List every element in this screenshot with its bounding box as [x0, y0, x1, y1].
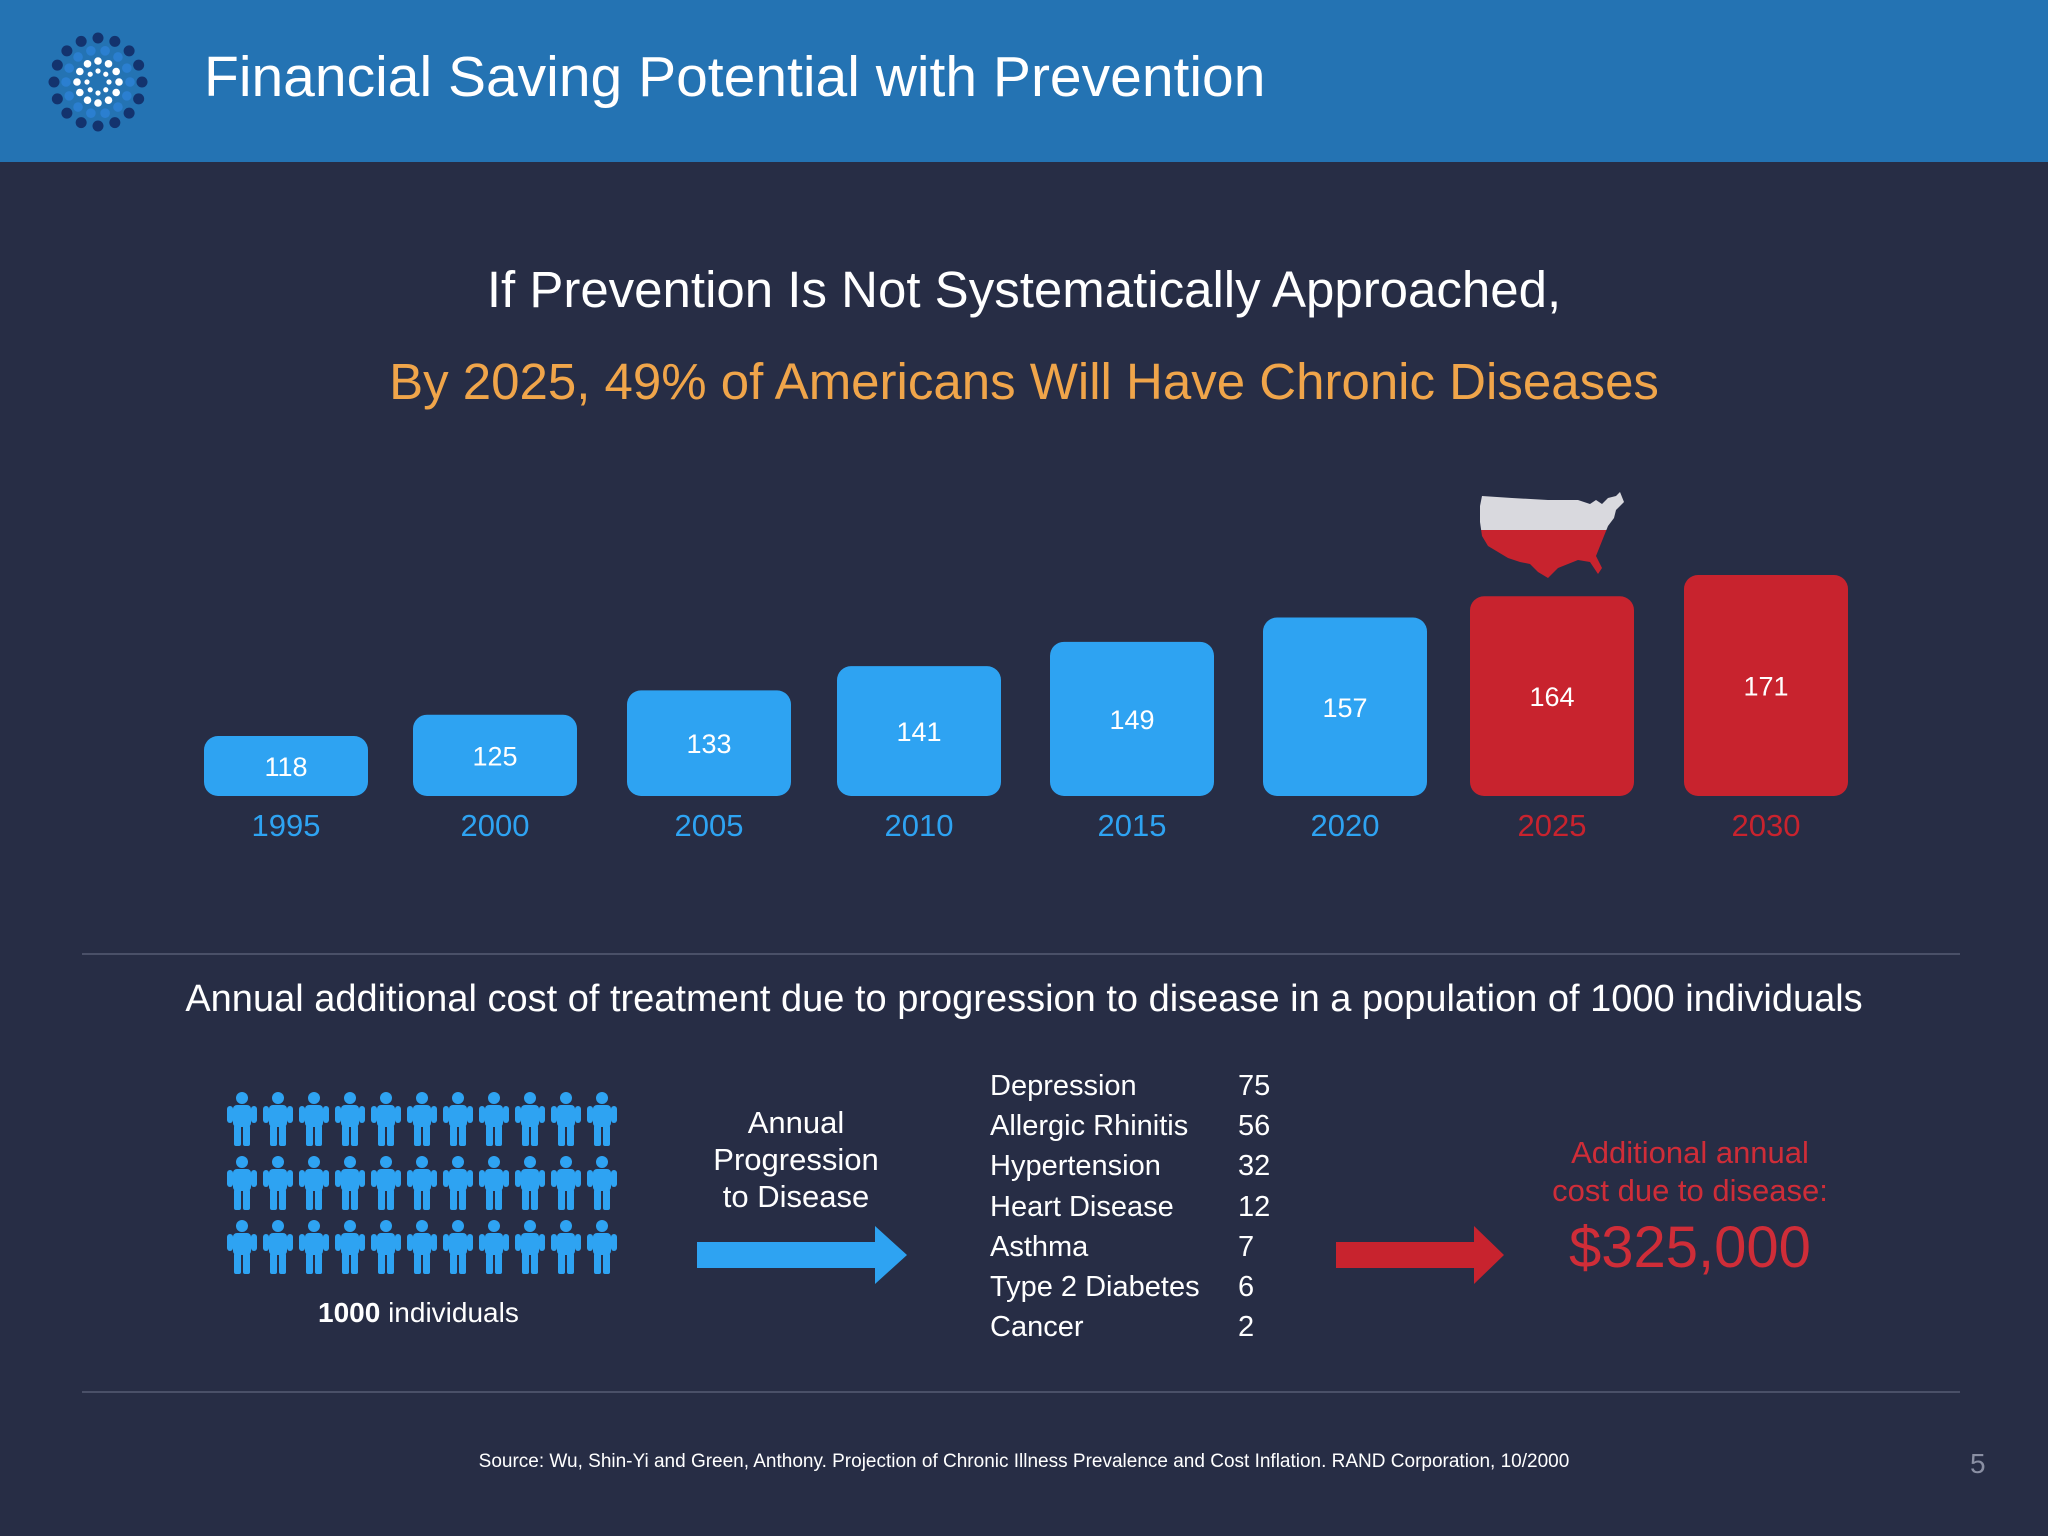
population-count-text: individuals	[380, 1297, 519, 1328]
bar-2010	[837, 666, 1001, 796]
person-icon	[263, 1220, 293, 1274]
x-tick-label: 2010	[885, 808, 954, 843]
x-tick-label: 1995	[252, 808, 321, 843]
person-icon	[263, 1156, 293, 1210]
bar-2000	[413, 714, 577, 796]
progression-label-line3: to Disease	[722, 1179, 870, 1214]
person-icon	[551, 1156, 581, 1210]
x-tick-label: 2025	[1518, 808, 1587, 843]
person-icon	[479, 1092, 509, 1146]
bar-value-label: 133	[686, 729, 731, 759]
section-subtitle: Annual additional cost of treatment due …	[185, 978, 1863, 1020]
bar-value-label: 125	[472, 741, 517, 771]
person-icon	[227, 1220, 257, 1274]
header-bar: Financial Saving Potential with Preventi…	[0, 0, 2048, 162]
person-icon	[587, 1156, 617, 1210]
person-icon	[407, 1156, 437, 1210]
page-number: 5	[1970, 1448, 1986, 1479]
person-icon	[227, 1156, 257, 1210]
disease-name: Allergic Rhinitis	[990, 1110, 1189, 1143]
person-icon	[515, 1220, 545, 1274]
bar-2020	[1263, 617, 1427, 796]
bar-value-label: 164	[1529, 682, 1574, 712]
population-caption: 1000 individuals	[318, 1297, 519, 1329]
person-icon	[299, 1156, 329, 1210]
bar-2015	[1050, 641, 1214, 796]
x-tick-label: 2020	[1311, 808, 1380, 843]
headline-line2: By 2025, 49% of Americans Will Have Chro…	[389, 353, 1659, 410]
section-divider-top	[82, 953, 1960, 955]
cost-label-line2: cost due to disease:	[1552, 1173, 1828, 1208]
bar-2005	[627, 690, 791, 796]
person-icon	[335, 1156, 365, 1210]
person-icon	[515, 1092, 545, 1146]
disease-count: 7	[1238, 1230, 1255, 1263]
person-icon	[299, 1220, 329, 1274]
bar-2025	[1470, 596, 1634, 796]
person-icon	[371, 1156, 401, 1210]
person-icon	[371, 1092, 401, 1146]
bar-chart: 118 1995 125 2000 133 2005 141 2010 149 2015 157 20…	[204, 575, 1848, 843]
person-icon	[443, 1156, 473, 1210]
x-tick-label: 2015	[1098, 808, 1167, 843]
disease-count: 2	[1238, 1311, 1255, 1344]
logo-dots-icon	[48, 32, 148, 132]
bar-value-label: 149	[1109, 705, 1154, 735]
population-icon-grid	[227, 1092, 617, 1274]
person-icon	[479, 1156, 509, 1210]
person-icon	[335, 1220, 365, 1274]
person-icon	[227, 1092, 257, 1146]
person-icon	[515, 1156, 545, 1210]
bar-1995	[204, 736, 368, 796]
us-map-icon	[1480, 492, 1624, 578]
person-icon	[263, 1092, 293, 1146]
disease-count: 6	[1238, 1270, 1255, 1303]
disease-count: 32	[1238, 1150, 1271, 1183]
bar-value-label: 171	[1743, 672, 1788, 702]
person-icon	[335, 1092, 365, 1146]
disease-name: Hypertension	[990, 1150, 1161, 1183]
cost-label-line1: Additional annual	[1571, 1135, 1809, 1170]
slide-title: Financial Saving Potential with Preventi…	[204, 45, 1266, 109]
progression-label-line1: Annual	[747, 1105, 845, 1140]
person-icon	[551, 1220, 581, 1274]
arrow-right-blue-icon	[697, 1226, 907, 1284]
bar-value-label: 141	[896, 717, 941, 747]
person-icon	[587, 1092, 617, 1146]
population-count: 1000	[318, 1297, 381, 1328]
x-tick-label: 2005	[675, 808, 744, 843]
bar-value-label: 157	[1322, 693, 1367, 723]
disease-count: 56	[1238, 1110, 1271, 1143]
headline-line1: If Prevention Is Not Systematically Appr…	[486, 261, 1562, 318]
cost-label: Additional annual cost due to disease:	[1500, 1134, 1880, 1210]
person-icon	[443, 1092, 473, 1146]
person-icon	[407, 1092, 437, 1146]
x-tick-label: 2030	[1732, 808, 1801, 843]
disease-name: Cancer	[990, 1311, 1084, 1344]
person-icon	[299, 1092, 329, 1146]
person-icon	[407, 1220, 437, 1274]
person-icon	[443, 1220, 473, 1274]
bar-value-label: 118	[264, 752, 307, 782]
source-citation: Source: Wu, Shin-Yi and Green, Anthony. …	[478, 1451, 1570, 1472]
bar-2030	[1684, 575, 1848, 796]
progression-label: Annual Progression to Disease	[680, 1104, 912, 1215]
cost-value: $325,000	[1569, 1215, 1811, 1280]
disease-count: 75	[1238, 1070, 1271, 1102]
progression-label-line2: Progression	[713, 1142, 879, 1177]
person-icon	[551, 1092, 581, 1146]
x-tick-label: 2000	[461, 808, 530, 843]
person-icon	[371, 1220, 401, 1274]
disease-name: Asthma	[990, 1230, 1089, 1263]
section-divider-bottom	[82, 1391, 1960, 1393]
disease-name: Depression	[990, 1070, 1137, 1102]
disease-name: Type 2 Diabetes	[990, 1270, 1200, 1303]
disease-name: Heart Disease	[990, 1190, 1174, 1223]
arrow-right-red-icon	[1336, 1226, 1504, 1284]
person-icon	[479, 1220, 509, 1274]
person-icon	[587, 1220, 617, 1274]
disease-count: 12	[1238, 1190, 1271, 1223]
